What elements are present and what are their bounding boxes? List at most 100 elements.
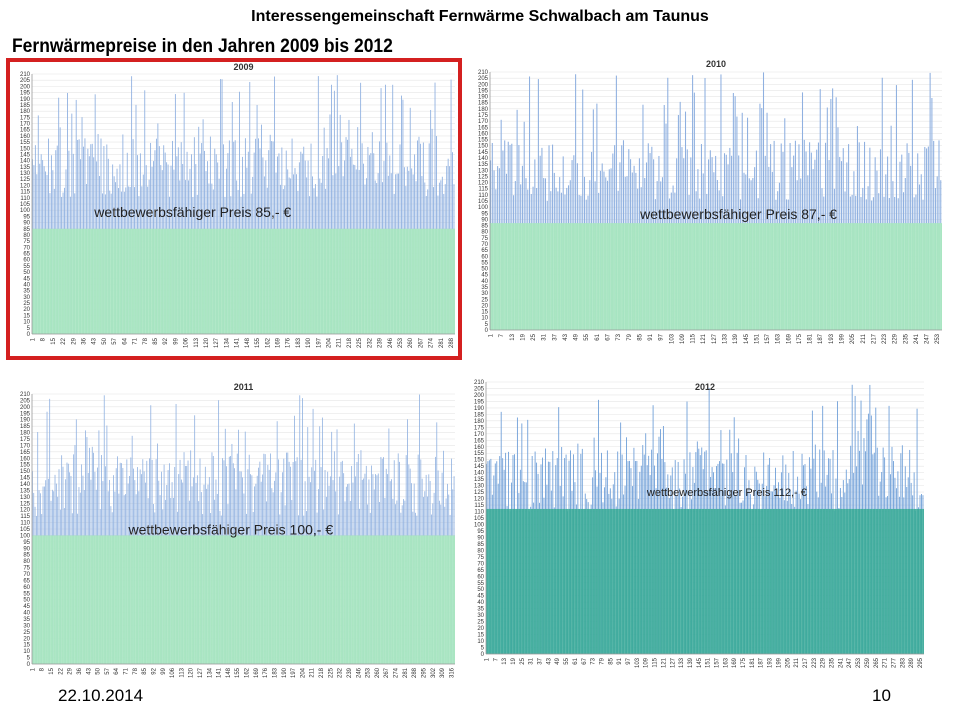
- price-bar: [202, 119, 204, 334]
- y-tick-label: 160: [20, 134, 31, 140]
- price-bar: [333, 90, 335, 334]
- x-tick-label: 246: [388, 337, 394, 348]
- x-tick-label: 37: [552, 333, 558, 340]
- y-tick-label: 115: [20, 514, 30, 520]
- x-tick-label: 31: [542, 333, 548, 340]
- x-tick-label: 217: [803, 657, 809, 668]
- chart-svg-2010: 0510152025303540455055606570758085909510…: [478, 59, 942, 344]
- x-tick-label: 121: [701, 333, 707, 344]
- price-bar: [732, 93, 734, 330]
- competitive-price-band: [490, 223, 942, 330]
- price-bar: [832, 88, 834, 331]
- y-tick-label: 90: [477, 535, 484, 541]
- y-tick-label: 120: [20, 183, 31, 189]
- x-tick-label: 205: [850, 333, 856, 344]
- x-tick-label: 92: [151, 667, 157, 674]
- y-tick-label: 20: [23, 636, 30, 642]
- x-tick-label: 78: [143, 337, 149, 344]
- price-bar: [299, 395, 301, 664]
- y-tick-label: 130: [478, 168, 489, 174]
- x-tick-label: 43: [563, 333, 569, 340]
- x-tick-label: 57: [112, 337, 118, 344]
- y-tick-label: 125: [20, 501, 31, 507]
- price-bar: [663, 105, 665, 330]
- price-bar: [174, 94, 176, 334]
- x-tick-label: 145: [744, 333, 750, 344]
- x-tick-label: 157: [765, 333, 771, 344]
- price-bar: [49, 398, 51, 664]
- y-tick-label: 65: [477, 568, 484, 574]
- y-tick-label: 20: [23, 307, 30, 313]
- footer-date: 22.10.2014: [58, 686, 144, 705]
- y-tick-label: 5: [27, 656, 31, 662]
- price-bar: [231, 101, 233, 334]
- y-tick-label: 10: [23, 320, 30, 326]
- chart-title: 2010: [706, 59, 726, 69]
- x-tick-label: 247: [925, 333, 931, 344]
- price-bar: [734, 96, 736, 330]
- price-bar: [220, 79, 222, 334]
- price-bar: [704, 78, 706, 330]
- x-tick-label: 49: [574, 333, 580, 340]
- y-tick-label: 5: [481, 646, 485, 652]
- price-bar: [103, 395, 105, 664]
- y-tick-label: 110: [478, 193, 488, 199]
- x-tick-label: 193: [768, 657, 774, 668]
- x-tick-label: 29: [71, 337, 77, 344]
- price-bar: [720, 74, 722, 330]
- y-tick-label: 145: [474, 464, 485, 470]
- price-bar: [434, 82, 436, 334]
- y-tick-label: 200: [20, 84, 31, 90]
- x-tick-label: 43: [92, 337, 98, 344]
- x-tick-label: 267: [384, 667, 390, 678]
- x-tick-label: 67: [582, 657, 588, 664]
- competitive-price-label: wettbewerbsfähiger Preis 87,- €: [639, 206, 837, 222]
- y-tick-label: 70: [23, 572, 30, 578]
- y-tick-label: 25: [481, 297, 488, 303]
- x-tick-label: 181: [750, 657, 756, 668]
- y-tick-label: 180: [474, 419, 485, 425]
- y-tick-label: 155: [478, 138, 489, 144]
- price-bar: [826, 107, 828, 330]
- y-tick-label: 185: [20, 103, 31, 109]
- x-tick-label: 134: [207, 667, 213, 678]
- x-tick-label: 260: [375, 667, 381, 678]
- price-bar: [249, 81, 251, 335]
- y-tick-label: 95: [477, 529, 484, 535]
- y-tick-label: 105: [478, 199, 489, 205]
- x-tick-label: 199: [776, 657, 782, 668]
- y-tick-label: 110: [474, 510, 484, 516]
- x-tick-label: 139: [733, 333, 739, 344]
- x-tick-label: 183: [272, 667, 278, 678]
- x-tick-label: 274: [394, 667, 400, 678]
- x-tick-label: 50: [102, 337, 108, 344]
- x-tick-label: 223: [882, 333, 888, 344]
- price-bar: [317, 76, 319, 334]
- competitive-price-band: [32, 228, 455, 334]
- x-tick-label: 25: [520, 657, 526, 664]
- chart-svg-2011: 0510152025303540455055606570758085909510…: [20, 382, 455, 678]
- x-tick-label: 241: [838, 657, 844, 668]
- x-tick-label: 120: [204, 337, 210, 348]
- price-bar: [692, 75, 694, 330]
- y-tick-label: 50: [23, 270, 30, 276]
- y-tick-label: 175: [474, 425, 485, 431]
- x-tick-label: 211: [337, 337, 343, 347]
- x-tick-label: 139: [688, 657, 694, 668]
- y-tick-label: 40: [477, 600, 484, 606]
- price-bar: [384, 84, 386, 334]
- y-tick-label: 135: [478, 162, 489, 168]
- price-bar: [81, 117, 83, 334]
- y-tick-label: 100: [20, 533, 31, 539]
- x-tick-label: 115: [653, 657, 659, 667]
- x-tick-label: 218: [319, 667, 325, 678]
- price-bar: [339, 114, 341, 335]
- price-bar: [929, 72, 931, 331]
- x-tick-label: 13: [502, 657, 508, 664]
- x-tick-label: 155: [255, 337, 261, 348]
- x-tick-label: 235: [830, 657, 836, 668]
- x-tick-label: 229: [893, 333, 899, 344]
- x-tick-label: 1: [30, 337, 36, 341]
- y-tick-label: 25: [477, 620, 484, 626]
- x-tick-label: 175: [741, 657, 747, 668]
